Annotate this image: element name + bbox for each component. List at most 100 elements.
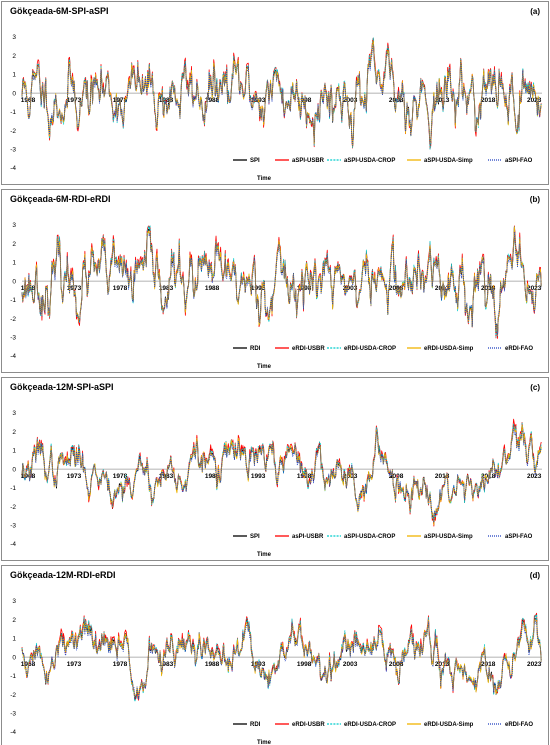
y-tick-label: -1 [10, 673, 16, 680]
x-tick-label: 1983 [159, 661, 174, 668]
y-tick-label: 3 [12, 598, 16, 605]
x-tick-label: 2018 [481, 285, 496, 292]
chart-panel-d: Gökçeada-12M-RDI-eRDI (d)-4-3-2-101231968… [1, 565, 549, 745]
x-tick-label: 2013 [435, 473, 450, 480]
y-tick-label: 3 [12, 410, 16, 417]
y-tick-label: 0 [12, 90, 16, 97]
y-tick-label: -4 [10, 541, 16, 548]
x-tick-label: 2018 [481, 97, 496, 104]
y-tick-label: -3 [10, 522, 16, 529]
y-tick-label: -2 [10, 128, 16, 135]
series-line-4 [21, 44, 542, 147]
y-tick-label: -1 [10, 485, 16, 492]
legend-label-2: eRDI-USDA-CROP [344, 346, 396, 352]
x-tick-label: 2018 [481, 661, 496, 668]
x-tick-label: 2003 [343, 661, 358, 668]
x-tick-label: 1973 [67, 473, 82, 480]
x-tick-label: 1978 [113, 285, 128, 292]
x-tick-label: 1993 [251, 285, 266, 292]
legend-label-2: eRDI-USDA-CROP [344, 722, 396, 728]
y-tick-label: 0 [12, 654, 16, 661]
x-tick-label: 1968 [21, 473, 36, 480]
legend-label-0: RDI [250, 346, 261, 352]
x-tick-label: 2023 [527, 97, 542, 104]
y-tick-label: 2 [12, 429, 16, 436]
panel-label: (d) [530, 571, 541, 580]
legend-label-1: aSPI-USBR [292, 158, 325, 164]
y-tick-label: -3 [10, 334, 16, 341]
x-tick-label: 1988 [205, 473, 220, 480]
y-tick-label: 0 [12, 466, 16, 473]
x-axis-label: Time [257, 364, 272, 370]
chart-panel-a: Gökçeada-6M-SPI-aSPI (a) -4 -3 -2 -1 0 1 2 3 1968 1… [1, 1, 549, 185]
legend-label-4: eRDI-FAO [505, 346, 533, 352]
legend-label-3: eRDI-USDA-Simp [424, 722, 474, 728]
y-tick-label: 1 [12, 636, 16, 643]
x-tick-label: 2003 [343, 97, 358, 104]
y-tick-label: -2 [10, 316, 16, 323]
x-tick-label: 1968 [21, 97, 36, 104]
x-tick-label: 1993 [251, 473, 266, 480]
x-tick-label: 1973 [67, 97, 82, 104]
y-tick-label: 1 [12, 72, 16, 79]
legend-label-0: SPI [250, 534, 260, 540]
x-tick-label: 2023 [527, 473, 542, 480]
legend-label-1: eRDI-USBR [292, 722, 325, 728]
series-line-4 [21, 426, 542, 523]
legend-label-0: RDI [250, 722, 261, 728]
x-tick-label: 2008 [389, 473, 404, 480]
y-tick-label: -2 [10, 504, 16, 511]
x-tick-label: 1983 [159, 285, 174, 292]
x-tick-label: 2023 [527, 285, 542, 292]
legend-label-4: aSPI-FAO [505, 534, 533, 540]
x-tick-label: 2013 [435, 661, 450, 668]
y-tick-label: 3 [12, 34, 16, 41]
y-tick-label: 3 [12, 222, 16, 229]
x-tick-label: 2003 [343, 285, 358, 292]
x-tick-label: 1973 [67, 661, 82, 668]
x-tick-label: 1988 [205, 97, 220, 104]
y-tick-label: -4 [10, 165, 16, 172]
y-tick-label: -4 [10, 353, 16, 360]
y-tick-label: -1 [10, 297, 16, 304]
legend-label-2: aSPI-USDA-CROP [344, 158, 395, 164]
x-tick-label: 1988 [205, 285, 220, 292]
legend-label-1: asPI-USBR [292, 534, 324, 540]
chart-panel-c: Gökçeada-12M-SPI-aSPI (c) -4 -3 -2 -1 0 1 2 3 1968… [1, 377, 549, 561]
series-line-4 [21, 231, 542, 335]
x-tick-label: 2008 [389, 661, 404, 668]
legend-label-3: aSPI-USDA-Simp [424, 534, 473, 540]
legend-label-3: aSPI-USDA-Simp [424, 158, 473, 164]
panel-label: (c) [530, 383, 540, 392]
panel-frame [1, 565, 549, 745]
y-tick-label: 2 [12, 53, 16, 60]
legend-label-4: eRDI-FAO [505, 722, 533, 728]
y-tick-label: -2 [10, 692, 16, 699]
series-line-4 [21, 618, 542, 700]
legend-label-2: aSPI-USDA-CROP [344, 534, 395, 540]
series-line-2 [21, 613, 542, 702]
y-tick-label: 1 [12, 260, 16, 267]
y-tick-label: -4 [10, 729, 16, 736]
x-tick-label: 1988 [205, 661, 220, 668]
x-tick-label: 1998 [297, 661, 312, 668]
x-axis-label: Time [257, 740, 272, 745]
panel-label: (a) [530, 7, 540, 16]
x-tick-label: 2023 [527, 661, 542, 668]
x-tick-label: 1978 [113, 661, 128, 668]
chart-title: Gökçeada-6M-SPI-aSPI [10, 6, 109, 16]
chart-title: Gökçeada-12M-SPI-aSPI [10, 382, 114, 392]
y-tick-label: 0 [12, 278, 16, 285]
y-tick-label: -3 [10, 710, 16, 717]
y-tick-label: -1 [10, 109, 16, 116]
panel-label: (b) [530, 195, 541, 204]
legend-label-3: eRDI-USDA-Simp [424, 346, 474, 352]
legend-label-4: aSPI-FAO [505, 158, 533, 164]
x-axis-label: Time [257, 176, 272, 182]
y-tick-label: -3 [10, 146, 16, 153]
y-tick-label: 2 [12, 617, 16, 624]
legend-label-0: SPI [250, 158, 260, 164]
legend-label-1: eRDI-USBR [292, 346, 325, 352]
